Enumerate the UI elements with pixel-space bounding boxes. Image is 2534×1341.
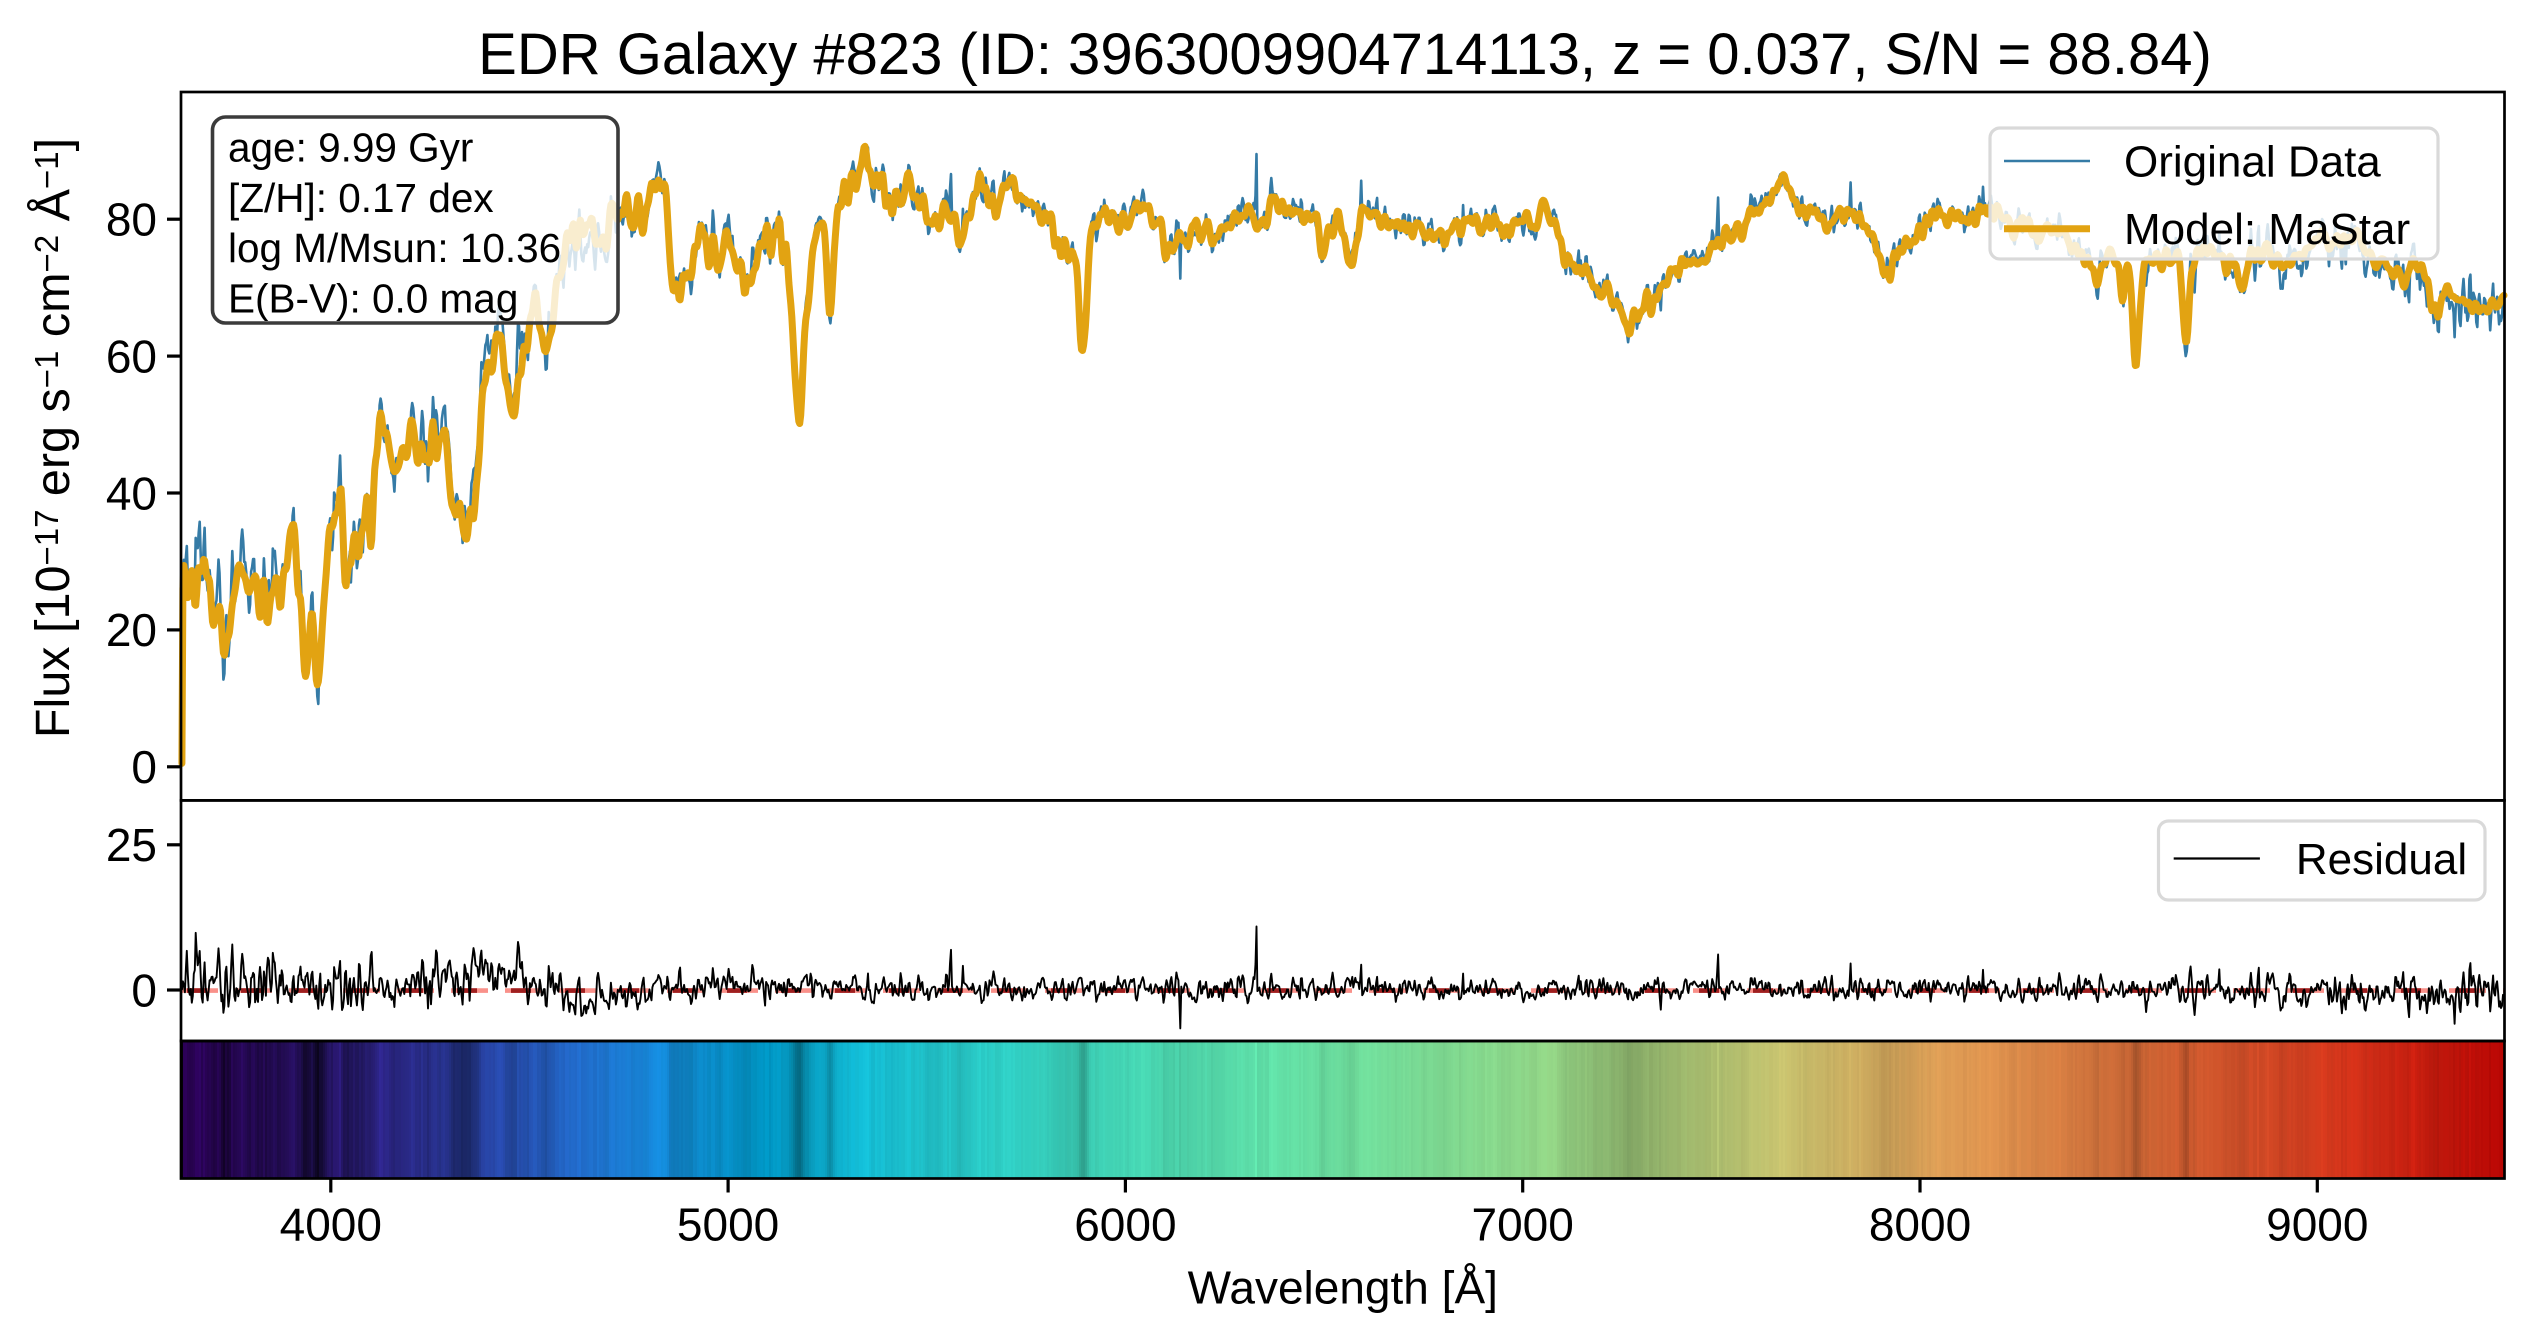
svg-text:Model: MaStar: Model: MaStar xyxy=(2124,205,2410,254)
svg-text:[Z/H]: 0.17 dex: [Z/H]: 0.17 dex xyxy=(228,175,494,221)
svg-text:age: 9.99 Gyr: age: 9.99 Gyr xyxy=(228,125,473,171)
svg-text:80: 80 xyxy=(106,194,157,246)
svg-text:Residual: Residual xyxy=(2296,835,2467,884)
svg-text:9000: 9000 xyxy=(2266,1199,2368,1251)
svg-text:40: 40 xyxy=(106,467,157,519)
svg-text:8000: 8000 xyxy=(1869,1199,1971,1251)
svg-text:EDR Galaxy #823 (ID: 396300990: EDR Galaxy #823 (ID: 3963009904714113, z… xyxy=(478,22,2212,87)
svg-text:0: 0 xyxy=(131,741,157,793)
svg-text:E(B-V): 0.0 mag: E(B-V): 0.0 mag xyxy=(228,275,518,321)
svg-text:log M/Msun: 10.36: log M/Msun: 10.36 xyxy=(228,225,561,271)
svg-text:20: 20 xyxy=(106,604,157,656)
svg-text:6000: 6000 xyxy=(1074,1199,1176,1251)
svg-text:Flux [10−17 erg s−1 cm−2 Å−1]: Flux [10−17 erg s−1 cm−2 Å−1] xyxy=(26,138,80,738)
svg-text:Wavelength [Å]: Wavelength [Å] xyxy=(1188,1262,1498,1314)
svg-text:25: 25 xyxy=(106,819,157,871)
svg-text:Original Data: Original Data xyxy=(2124,137,2381,186)
svg-text:4000: 4000 xyxy=(280,1199,382,1251)
svg-text:0: 0 xyxy=(131,964,157,1016)
svg-text:60: 60 xyxy=(106,330,157,382)
svg-text:7000: 7000 xyxy=(1472,1199,1574,1251)
svg-text:5000: 5000 xyxy=(677,1199,779,1251)
